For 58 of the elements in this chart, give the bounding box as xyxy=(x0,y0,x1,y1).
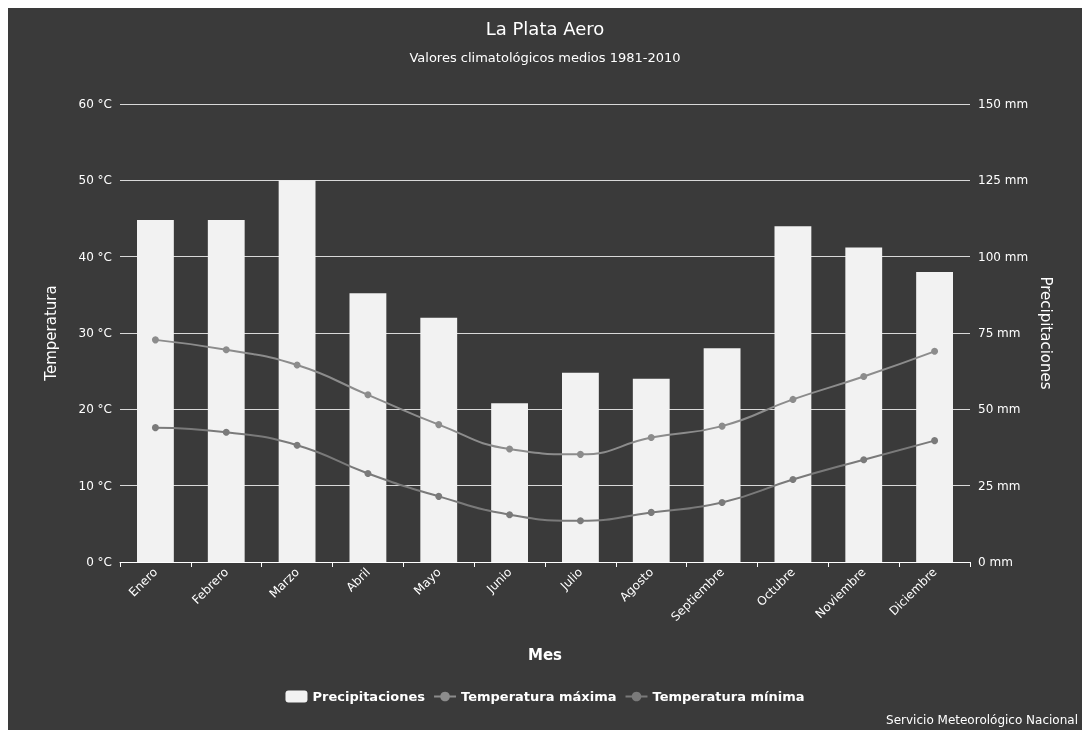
y2-tick-label: 150 mm xyxy=(978,97,1029,111)
legend-label: Temperatura mínima xyxy=(652,689,805,704)
legend-label: Temperatura máxima xyxy=(461,689,617,704)
legend-label: Precipitaciones xyxy=(312,689,426,704)
point xyxy=(789,395,797,403)
bar xyxy=(349,293,387,562)
point xyxy=(435,421,443,429)
point xyxy=(364,391,372,399)
y2-axis-title: Precipitaciones xyxy=(1037,276,1056,390)
point xyxy=(222,428,230,436)
bar xyxy=(774,226,812,562)
y2-tick-label: 125 mm xyxy=(978,173,1029,188)
point xyxy=(576,517,584,525)
point xyxy=(435,492,443,500)
point xyxy=(647,434,655,442)
point xyxy=(293,441,301,449)
bar xyxy=(491,403,528,562)
y-tick-label: 0 °C xyxy=(86,555,112,569)
y-tick-label: 40 °C xyxy=(78,249,112,264)
point xyxy=(718,422,726,430)
chart-subtitle: Valores climatológicos medios 1981-2010 xyxy=(409,50,681,65)
y-tick-label: 60 °C xyxy=(78,97,112,111)
point xyxy=(931,437,939,445)
point xyxy=(151,424,159,432)
bar xyxy=(916,271,953,562)
bar xyxy=(562,372,599,562)
bar xyxy=(845,247,883,562)
y2-tick-label: 25 mm xyxy=(978,478,1021,493)
chart-title: La Plata Aero xyxy=(485,17,605,39)
y-tick-label: 50 °C xyxy=(78,173,112,188)
point xyxy=(151,336,159,344)
y-tick-label: 20 °C xyxy=(78,402,112,417)
bar xyxy=(703,348,741,562)
bar xyxy=(420,317,458,562)
x-axis-title: Mes xyxy=(527,645,563,664)
y-axis-title: Temperatura xyxy=(41,285,60,382)
point xyxy=(647,508,655,516)
point xyxy=(931,347,939,355)
bar xyxy=(278,180,316,562)
y2-tick-label: 0 mm xyxy=(978,555,1013,569)
bar xyxy=(632,378,670,562)
y-tick-label: 30 °C xyxy=(78,326,112,340)
point xyxy=(718,498,726,506)
y-tick-label: 10 °C xyxy=(78,478,112,493)
bar xyxy=(137,220,174,562)
y2-tick-label: 50 mm xyxy=(978,402,1021,417)
y2-tick-label: 75 mm xyxy=(978,326,1021,340)
point xyxy=(506,445,514,453)
point xyxy=(860,373,868,381)
text: Servicio Meteorológico Nacional xyxy=(886,713,1079,727)
point xyxy=(576,450,584,458)
point xyxy=(222,346,230,354)
point xyxy=(860,456,868,464)
point xyxy=(789,476,797,484)
y2-tick-label: 100 mm xyxy=(978,249,1029,264)
bar xyxy=(207,220,245,562)
point xyxy=(364,469,372,477)
point xyxy=(506,511,514,519)
